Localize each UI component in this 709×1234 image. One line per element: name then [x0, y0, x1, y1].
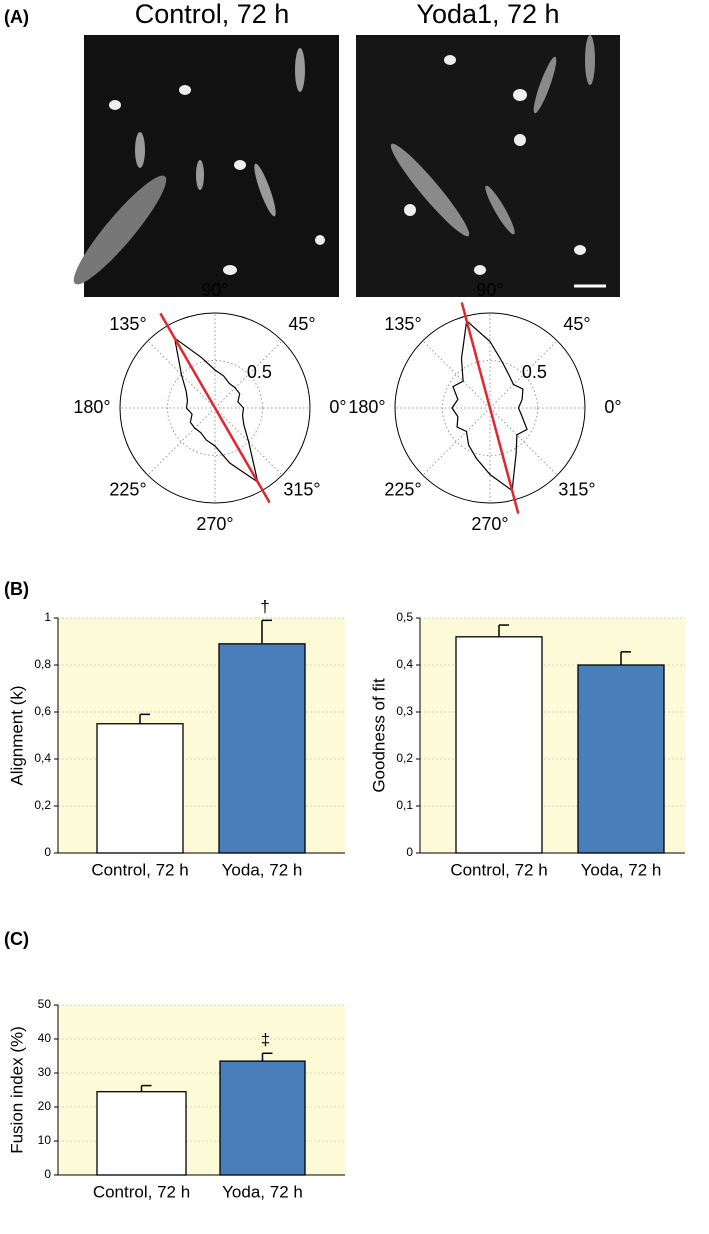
y-tick-label: 0,6 — [34, 704, 51, 718]
outer-circle — [119, 312, 311, 504]
significance-mark: ‡ — [261, 1030, 270, 1049]
angle-label: 0° — [329, 397, 346, 417]
angle-label: 45° — [563, 314, 590, 334]
angle-label: 315° — [558, 479, 595, 499]
panel-label: (A) — [4, 7, 29, 27]
y-tick-label: 20 — [38, 1099, 52, 1113]
rose-outline — [451, 319, 528, 492]
angle-label: 270° — [196, 514, 233, 534]
angle-label: 135° — [109, 314, 146, 334]
bar — [455, 636, 543, 854]
y-axis-label: Goodness of fit — [369, 678, 388, 793]
y-tick-label: 0,2 — [34, 798, 51, 812]
y-tick-label: 30 — [38, 1065, 52, 1079]
y-tick-label: 0,1 — [396, 798, 413, 812]
angle-label: 225° — [384, 479, 421, 499]
panel-label: (B) — [4, 579, 29, 599]
bar — [219, 1060, 306, 1176]
y-tick-label: 40 — [38, 1031, 52, 1045]
y-tick-label: 0 — [406, 845, 413, 859]
radial-grid-circle — [442, 360, 538, 456]
angle-label: 90° — [476, 280, 503, 300]
micrograph — [356, 35, 620, 297]
angle-label: 45° — [288, 314, 315, 334]
bar — [96, 723, 184, 854]
fit-line — [159, 312, 271, 504]
r-tick-label: 0.5 — [247, 362, 272, 382]
r-tick-label: 0.5 — [522, 362, 547, 382]
bar — [218, 643, 306, 854]
y-tick-label: 0,3 — [396, 704, 413, 718]
y-tick-label: 10 — [38, 1133, 52, 1147]
x-tick-label: Control, 72 h — [93, 1182, 190, 1201]
y-axis-label: Alignment (k) — [7, 685, 26, 785]
x-tick-label: Control, 72 h — [450, 860, 547, 879]
panel-label: (C) — [4, 929, 29, 949]
outer-circle — [394, 312, 586, 504]
x-tick-label: Yoda, 72 h — [581, 860, 662, 879]
angle-label: 225° — [109, 479, 146, 499]
x-tick-label: Yoda, 72 h — [222, 860, 303, 879]
image-title: Control, 72 h — [135, 0, 290, 29]
angle-label: 315° — [283, 479, 320, 499]
angle-label: 0° — [604, 397, 621, 417]
significance-mark: † — [260, 597, 269, 616]
bar — [96, 1091, 187, 1176]
angle-label: 135° — [384, 314, 421, 334]
x-tick-label: Yoda, 72 h — [222, 1182, 303, 1201]
y-tick-label: 0 — [44, 845, 51, 859]
fit-line — [460, 302, 520, 514]
y-tick-label: 0,4 — [396, 657, 413, 671]
y-tick-label: 0,4 — [34, 751, 51, 765]
micrograph — [73, 35, 339, 297]
y-tick-label: 50 — [38, 997, 52, 1011]
y-tick-label: 0,5 — [396, 610, 413, 624]
y-tick-label: 0,8 — [34, 657, 51, 671]
angle-label: 180° — [73, 397, 110, 417]
angle-label: 90° — [201, 280, 228, 300]
image-title: Yoda1, 72 h — [416, 0, 559, 29]
angle-label: 270° — [471, 514, 508, 534]
y-tick-label: 0,2 — [396, 751, 413, 765]
radial-grid-circle — [167, 360, 263, 456]
y-tick-label: 0 — [44, 1167, 51, 1181]
radial-grid — [422, 407, 491, 476]
y-axis-label: Fusion index (%) — [7, 1026, 26, 1154]
bar — [577, 664, 665, 854]
radial-grid — [147, 407, 216, 476]
angle-label: 180° — [348, 397, 385, 417]
x-tick-label: Control, 72 h — [91, 860, 188, 879]
y-tick-label: 1 — [44, 610, 51, 624]
